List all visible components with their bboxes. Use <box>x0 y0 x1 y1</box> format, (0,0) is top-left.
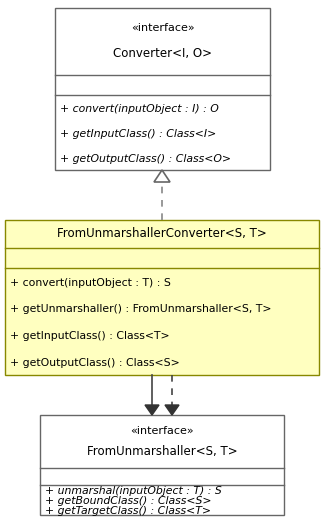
Text: Converter<I, O>: Converter<I, O> <box>113 47 212 60</box>
Polygon shape <box>154 170 170 182</box>
Text: «interface»: «interface» <box>130 426 194 436</box>
Bar <box>5 220 319 375</box>
Text: + getInputClass() : Class<I>: + getInputClass() : Class<I> <box>60 129 216 139</box>
Text: + getBoundClass() : Class<S>: + getBoundClass() : Class<S> <box>45 495 212 506</box>
Text: + convert(inputObject : T) : S: + convert(inputObject : T) : S <box>10 278 171 288</box>
Text: + getUnmarshaller() : FromUnmarshaller<S, T>: + getUnmarshaller() : FromUnmarshaller<S… <box>10 304 272 314</box>
Text: + getOutputClass() : Class<O>: + getOutputClass() : Class<O> <box>60 154 231 164</box>
Text: FromUnmarshaller<S, T>: FromUnmarshaller<S, T> <box>87 445 237 458</box>
Bar <box>40 415 284 515</box>
Polygon shape <box>145 405 159 415</box>
Polygon shape <box>165 405 179 415</box>
Text: FromUnmarshallerConverter<S, T>: FromUnmarshallerConverter<S, T> <box>57 228 267 241</box>
Text: «interface»: «interface» <box>131 23 194 33</box>
Text: + getOutputClass() : Class<S>: + getOutputClass() : Class<S> <box>10 358 180 368</box>
Text: + convert(inputObject : I) : O: + convert(inputObject : I) : O <box>60 104 219 113</box>
Text: + unmarshal(inputObject : T) : S: + unmarshal(inputObject : T) : S <box>45 485 222 495</box>
Bar <box>55 8 270 170</box>
Text: + getInputClass() : Class<T>: + getInputClass() : Class<T> <box>10 331 170 341</box>
Text: + getTargetClass() : Class<T>: + getTargetClass() : Class<T> <box>45 506 211 516</box>
